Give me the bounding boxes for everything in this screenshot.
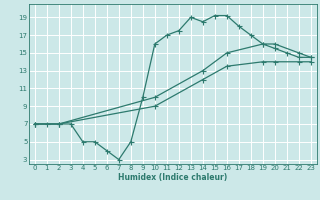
- X-axis label: Humidex (Indice chaleur): Humidex (Indice chaleur): [118, 173, 228, 182]
